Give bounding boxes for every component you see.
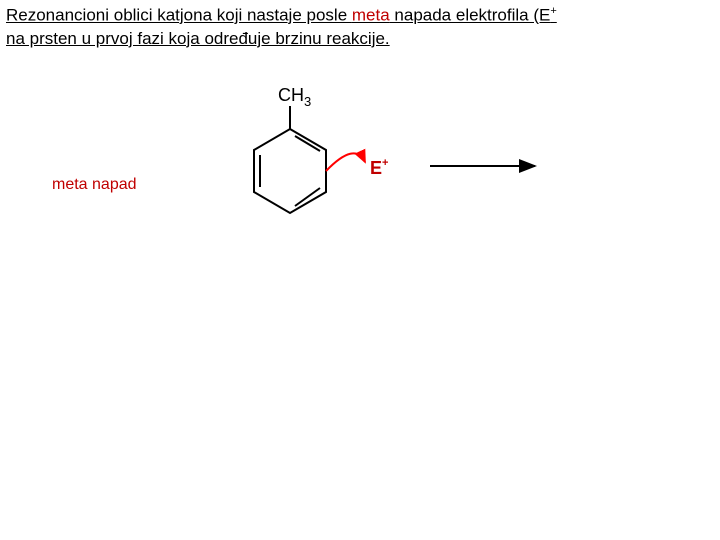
title-part2-red: meta xyxy=(352,6,390,25)
title-part1: Rezonancioni oblici katjona koji nastaje… xyxy=(6,6,352,25)
title-sup: + xyxy=(550,5,556,17)
hex-outline xyxy=(254,129,326,213)
ch3-sub: 3 xyxy=(304,94,311,109)
title-line2: na prsten u prvoj fazi koja određuje brz… xyxy=(6,29,390,48)
electrophile-label: E+ xyxy=(370,157,388,178)
curved-arrow-icon xyxy=(326,153,365,171)
ch3-label: CH3 xyxy=(278,85,311,109)
title-text: Rezonancioni oblici katjona koji nastaje… xyxy=(6,4,716,51)
e-text: E xyxy=(370,158,382,178)
e-sup: + xyxy=(382,157,388,169)
benzene-ring xyxy=(254,129,326,213)
reaction-diagram: CH3 E+ xyxy=(220,56,550,246)
meta-napad-label: meta napad xyxy=(52,176,137,194)
title-part3: napada elektrofila (E xyxy=(390,6,551,25)
ch3-text: CH xyxy=(278,85,304,105)
